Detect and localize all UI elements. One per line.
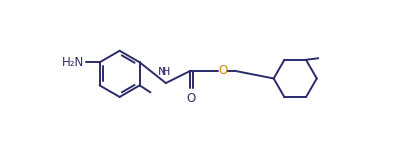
Text: O: O — [187, 92, 196, 105]
Text: N: N — [158, 67, 166, 77]
Text: H: H — [162, 67, 170, 77]
Text: H₂N: H₂N — [62, 56, 84, 69]
Text: O: O — [218, 64, 228, 77]
